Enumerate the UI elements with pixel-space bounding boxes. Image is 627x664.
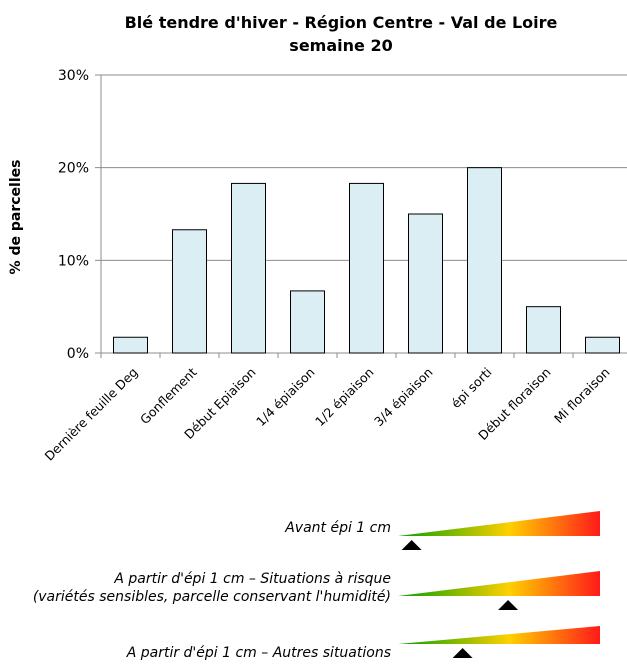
gauge-marker [498,600,519,610]
risk-gauge-3 [398,626,600,658]
risk-label-2: A partir d'épi 1 cm – Situations à risqu… [32,571,391,605]
gauge-wedge [398,571,600,596]
chart-title: Blé tendre d'hiver - Région Centre - Val… [125,13,558,32]
bar [349,182,384,354]
bar [467,167,502,354]
y-tick-label: 20% [58,161,89,177]
x-tick-label: Mi floraison [551,365,613,427]
risk-label-3: A partir d'épi 1 cm – Autres situations [126,645,391,661]
bar [526,306,561,354]
x-tick-label: Gonflement [137,364,200,427]
bar-chart: Blé tendre d'hiver - Région Centre - Val… [8,13,627,464]
x-tick-label: 3/4 épiaison [371,365,436,430]
gauge-wedge [398,626,600,644]
bar [113,336,148,354]
y-axis-label: % de parcelles [8,160,24,275]
y-tick-label: 0% [67,346,89,362]
x-tick-label: épi sorti [448,365,494,411]
y-tick-labels: 0% 10% 20% 30% [58,68,89,362]
bars [113,167,620,354]
gauge-marker [452,648,473,658]
risk-label-1: Avant épi 1 cm [285,520,391,536]
gauge-marker [401,540,422,550]
risk-gauge-2 [398,571,600,610]
x-tick-label: 1/4 épiaison [253,365,318,430]
risk-gauge-1 [398,511,600,550]
x-tick-label: Dernière feuille Deg [41,365,140,464]
chart-subtitle: semaine 20 [289,36,392,55]
bar [231,182,266,354]
bar [408,213,443,354]
bar [172,229,207,354]
y-tick-label: 10% [58,253,89,269]
gauge-wedge [398,511,600,536]
x-tick-label: 1/2 épiaison [312,365,377,430]
y-tick-label: 30% [58,68,89,84]
bar [585,336,620,354]
bar [290,290,325,354]
